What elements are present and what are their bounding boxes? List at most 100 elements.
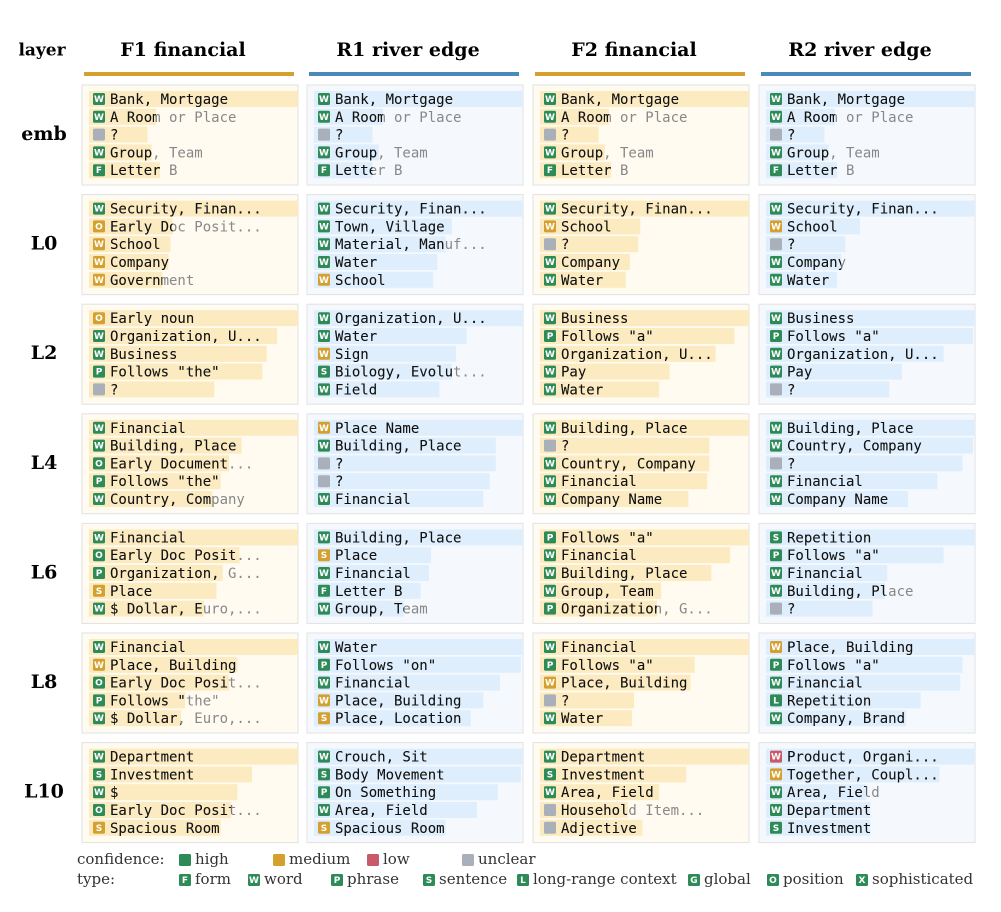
column-rule [309,72,519,76]
type-letter: W [94,661,104,671]
feature-label: Follows "a" [561,329,654,345]
feature-label: Area, Field [335,803,428,819]
type-badge [318,164,330,177]
feature-label: ? [787,456,795,472]
feature-label: ? [561,237,569,253]
type-badge [770,202,782,215]
type-letter: W [94,495,104,505]
weight-bar [540,692,635,709]
type-badge [544,457,556,470]
type-badge [93,549,105,562]
type-letter: W [545,424,555,434]
type-letter: W [545,314,555,324]
feature-label: Security, Finan... [787,202,939,218]
feature-label: Financial [110,640,186,656]
weight-bar [314,108,383,125]
weight-bar [89,108,156,125]
feature-label: ? [110,382,118,398]
feature-label-faded: Area, Field [335,803,428,819]
feature-label-faded: Building, Place [335,439,461,455]
type-letter: W [771,495,781,505]
type-letter: O [95,806,103,816]
weight-bar [89,437,242,454]
type-letter: S [773,824,779,834]
weight-bar [766,639,975,655]
feature-label-faded: Water [335,640,377,656]
type-letter: W [545,714,555,724]
feature-label: Place, Building [110,658,236,674]
weight-bar [540,144,605,161]
feature-label-faded: Field [335,382,377,398]
row-label: L6 [31,561,58,583]
feature-label-faded: Security, Finan... [561,202,713,218]
feature-label-faded: Household Item... [561,803,704,819]
type-badge [770,383,782,396]
feature-label-faded: ? [335,128,343,144]
weight-bar [314,473,490,490]
feature-label: ? [335,456,343,472]
weight-bar [89,692,186,709]
type-badge [93,347,105,360]
feature-label-faded: Follows "a" [787,658,880,674]
type-badge [318,273,330,286]
type-letter: W [545,753,555,763]
feature-label: Bank, Mortgage [335,92,453,108]
feature-label: Early Doc Posit... [110,219,262,235]
type-letter: W [319,679,329,689]
feature-label: Early noun [110,311,194,327]
feature-label: Place [335,548,377,564]
feature-label: Building, Place [335,530,461,546]
type-letter: W [319,222,329,232]
type-badge [770,531,782,544]
feature-label-faded: Water [561,711,603,727]
weight-bar [314,363,452,380]
weight-bar [766,236,846,253]
type-badge [93,584,105,597]
feature-label-faded: Financial [561,640,637,656]
type-letter: W [771,643,781,653]
feature-label: Bank, Mortgage [561,92,679,108]
legend-label: phrase [347,870,399,888]
feature-label: Group, Team [561,145,654,161]
legend-badge [688,874,700,886]
weight-bar [314,710,471,727]
legend-letter: P [334,876,341,886]
feature-label: A Room or Place [110,110,236,126]
feature-label-faded: Material, Manuf... [335,237,487,253]
type-badge [544,383,556,396]
type-letter: W [771,314,781,324]
feature-label-faded: Group, Team [787,145,880,161]
feature-label: Group, Team [335,602,428,618]
feature-label: Letter B [335,163,402,179]
feature-label-faded: Repetition [787,693,871,709]
type-badge [770,347,782,360]
type-badge [544,584,556,597]
type-badge [770,786,782,799]
weight-bar [314,582,421,599]
feature-label: Country, Company [787,439,922,455]
feature-label-faded: Organization, U... [561,347,713,363]
feature-label: Security, Finan... [561,202,713,218]
weight-bar [540,437,710,454]
type-letter: O [95,314,103,324]
feature-label-faded: Building, Place [787,584,913,600]
type-badge [544,312,556,325]
type-letter: W [319,148,329,158]
feature-label-faded: Follows "a" [561,658,654,674]
legend-swatch [462,854,474,866]
type-badge [318,786,330,799]
feature-label: Financial [787,566,863,582]
column-title: R2 river edge [788,39,931,61]
feature-label: $ Dollar, Euro,... [110,711,262,727]
type-badge [318,641,330,653]
feature-label: $ [110,785,118,801]
type-letter: W [771,442,781,452]
type-letter: S [547,770,553,780]
weight-bar [89,547,240,564]
type-letter: W [319,113,329,123]
feature-label: Household Item... [561,803,704,819]
feature-label-faded: Group, Team [110,145,203,161]
type-letter: P [96,368,103,378]
feature-label-faded: Water [787,273,829,289]
feature-label-faded: ? [335,474,343,490]
